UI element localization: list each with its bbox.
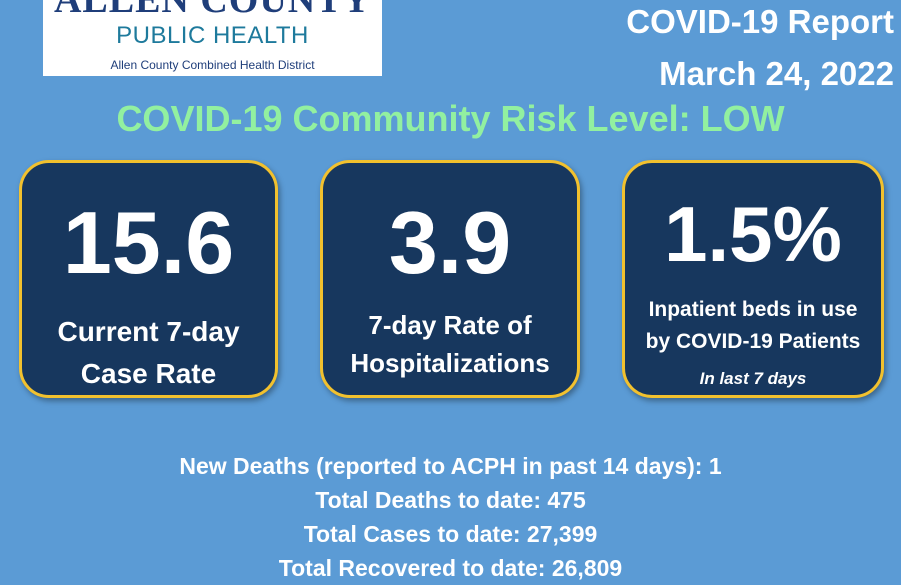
logo-county-name: ALLEN COUNTY (53, 0, 372, 21)
hospitalization-label-line2: Hospitalizations (350, 348, 550, 378)
case-rate-label-line1: Current 7-day (57, 316, 240, 347)
hospitalization-rate-label: 7-day Rate of Hospitalizations (323, 306, 577, 382)
report-title: COVID-19 Report (626, 3, 894, 40)
report-header: COVID-19 Report March 24, 2022 (626, 0, 894, 100)
case-rate-card: 15.6 Current 7-day Case Rate (19, 160, 278, 398)
case-rate-value: 15.6 (62, 193, 235, 292)
case-rate-label-line2: Case Rate (80, 358, 217, 389)
hospitalization-rate-card: 3.9 7-day Rate of Hospitalizations (320, 160, 580, 398)
total-cases-stat: Total Cases to date: 27,399 (303, 521, 598, 547)
inpatient-label-line2: by COVID-19 Patients (645, 330, 861, 353)
total-recovered-stat: Total Recovered to date: 26,809 (278, 555, 623, 581)
report-date: March 24, 2022 (659, 55, 894, 92)
stats-summary: New Deaths (reported to ACPH in past 14 … (0, 449, 901, 585)
logo-public-health: PUBLIC HEALTH (116, 22, 309, 49)
inpatient-label-line1: Inpatient beds in use (648, 298, 858, 321)
inpatient-beds-note: In last 7 days (699, 369, 807, 388)
risk-level: COVID-19 Community Risk Level: LOW (116, 98, 785, 139)
new-deaths-stat: New Deaths (reported to ACPH in past 14 … (179, 453, 722, 479)
case-rate-label: Current 7-day Case Rate (22, 311, 275, 395)
total-deaths-stat: Total Deaths to date: 475 (315, 487, 586, 513)
logo-district-name: Allen County Combined Health District (110, 58, 315, 72)
inpatient-beds-card: 1.5% Inpatient beds in use by COVID-19 P… (622, 160, 884, 398)
inpatient-beds-value: 1.5% (664, 190, 842, 278)
inpatient-beds-label: Inpatient beds in use by COVID-19 Patien… (625, 294, 881, 358)
hospitalization-rate-value: 3.9 (388, 193, 512, 292)
hospitalization-label-line1: 7-day Rate of (368, 310, 532, 340)
logo: ALLEN COUNTY PUBLIC HEALTH Allen County … (43, 0, 382, 76)
